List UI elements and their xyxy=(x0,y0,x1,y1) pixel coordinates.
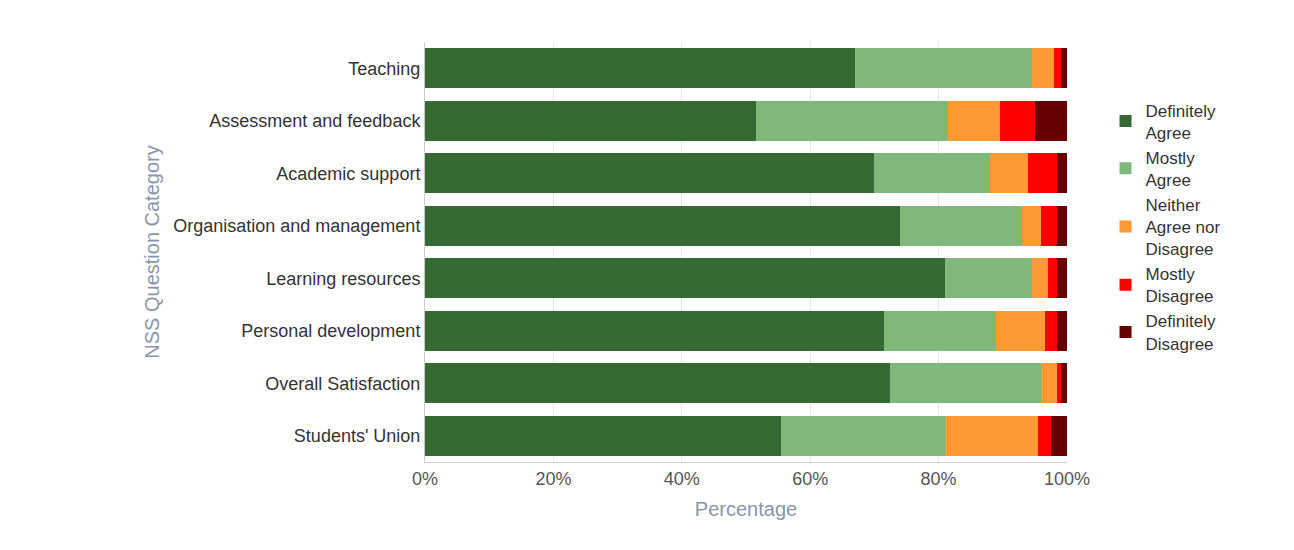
svg-text:40%: 40% xyxy=(664,469,700,489)
svg-text:Learning resources: Learning resources xyxy=(266,269,420,289)
svg-text:Academic support: Academic support xyxy=(276,164,420,184)
svg-text:20%: 20% xyxy=(535,469,571,489)
svg-text:NSS Question Category: NSS Question Category xyxy=(141,145,163,358)
svg-text:Students' Union: Students' Union xyxy=(294,426,421,446)
svg-text:MostlyDisagree: MostlyDisagree xyxy=(1146,265,1214,306)
svg-text:100%: 100% xyxy=(1044,469,1090,489)
svg-text:60%: 60% xyxy=(792,469,828,489)
svg-text:Teaching: Teaching xyxy=(348,59,420,79)
svg-text:DefinitelyDisagree: DefinitelyDisagree xyxy=(1146,312,1216,353)
svg-text:Personal development: Personal development xyxy=(241,321,420,341)
svg-text:80%: 80% xyxy=(921,469,957,489)
svg-text:Assessment and feedback: Assessment and feedback xyxy=(209,111,421,131)
svg-text:Organisation and management: Organisation and management xyxy=(173,216,420,236)
svg-text:NeitherAgree norDisagree: NeitherAgree norDisagree xyxy=(1146,196,1221,259)
svg-text:DefinitelyAgree: DefinitelyAgree xyxy=(1146,102,1216,143)
svg-text:0%: 0% xyxy=(412,469,438,489)
svg-text:MostlyAgree: MostlyAgree xyxy=(1146,149,1196,190)
svg-text:Percentage: Percentage xyxy=(695,498,797,520)
svg-text:Overall Satisfaction: Overall Satisfaction xyxy=(265,374,420,394)
